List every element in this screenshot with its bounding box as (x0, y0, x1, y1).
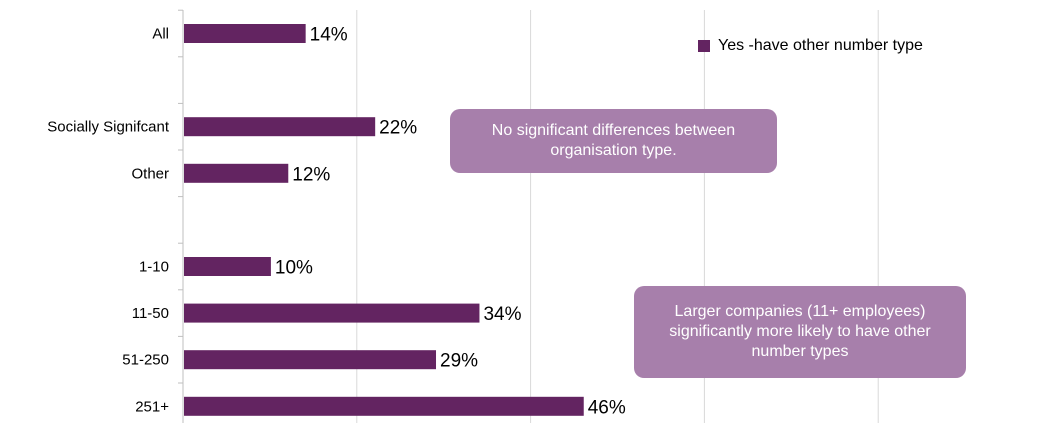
category-label: 11-50 (132, 305, 169, 322)
category-labels: All Socially Signifcant Other 1-10 11-50 51-2… (47, 26, 170, 416)
legend: Yes -have other number type (698, 37, 923, 55)
category-label: All (152, 26, 169, 43)
category-label: Other (131, 165, 169, 182)
data-label: 29% (440, 351, 478, 372)
category-label: 51-250 (122, 352, 169, 369)
value-labels: 14% 22% 12% 10% 34% 29% 46% (275, 25, 626, 419)
bar (184, 350, 437, 370)
category-label: Socially Signifcant (47, 119, 170, 136)
data-label: 22% (379, 118, 417, 139)
data-label: 10% (275, 258, 313, 279)
annotation-organisation-type: No significant differences between organ… (450, 109, 777, 173)
bar (184, 24, 306, 43)
category-label: 251+ (135, 398, 169, 415)
bars (184, 24, 584, 416)
bar (184, 257, 271, 276)
data-label: 12% (292, 164, 330, 185)
legend-swatch (698, 40, 710, 52)
bar (184, 303, 480, 323)
bar (184, 117, 376, 137)
data-label: 46% (588, 397, 626, 418)
y-axis (178, 9, 184, 423)
legend-label: Yes -have other number type (718, 37, 923, 54)
category-label: 1-10 (139, 259, 169, 276)
bar (184, 163, 289, 183)
bar (184, 396, 584, 416)
data-label: 14% (310, 25, 348, 46)
annotation-company-size: Larger companies (11+ employees) signifi… (634, 286, 966, 378)
data-label: 34% (483, 304, 521, 325)
